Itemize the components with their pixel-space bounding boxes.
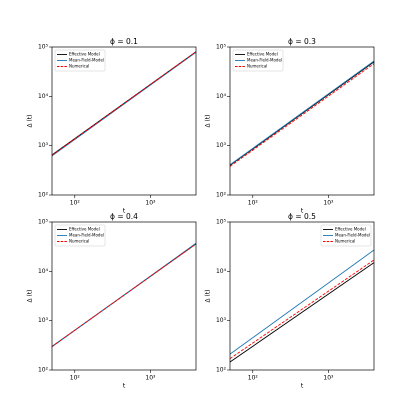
y-tick-label: 10⁵ <box>216 219 227 226</box>
y-axis-label: Δ (t) <box>205 114 212 127</box>
y-tick-label: 10⁴ <box>216 268 227 275</box>
y-tick-label: 10³ <box>216 317 227 324</box>
y-tick-label: 10⁵ <box>38 44 49 51</box>
legend-label: Mean-Field-Model <box>69 58 104 63</box>
line-series <box>229 60 375 166</box>
plot-area <box>52 47 196 195</box>
legend-label: Mean-Field-Model <box>69 233 104 238</box>
x-tick-label: 10² <box>70 375 81 382</box>
legend-label: Effective Model <box>69 227 100 232</box>
line-series <box>229 63 375 167</box>
x-tick-label: 10³ <box>145 375 156 382</box>
line-series <box>229 259 375 360</box>
y-tick-label: 10³ <box>38 142 49 149</box>
y-tick-label: 10³ <box>216 142 227 149</box>
y-tick-label: 10⁴ <box>38 268 49 275</box>
legend-label: Effective Model <box>247 52 278 57</box>
line-series <box>229 249 375 355</box>
legend-label: Effective Model <box>335 227 366 232</box>
legend-label: Numerical <box>335 239 355 244</box>
legend-box <box>54 49 106 72</box>
y-axis-label: Δ (t) <box>27 114 34 127</box>
legend-label: Mean-Field-Model <box>247 58 282 63</box>
y-tick-label: 10² <box>38 367 49 374</box>
y-tick-label: 10² <box>38 192 49 199</box>
y-axis-label: Δ (t) <box>27 289 34 302</box>
subplot: 10² 10³ 10² 10³ 10⁴ 10⁵ ϕ = 0.3 t Δ (t) Effective… <box>205 37 375 215</box>
axes-frame <box>51 221 197 371</box>
legend-box <box>232 49 284 72</box>
legend-label: Effective Model <box>69 52 100 57</box>
line-series <box>51 51 197 157</box>
subplot-title: ϕ = 0.3 <box>288 37 316 46</box>
x-axis-label: t <box>123 208 126 215</box>
x-tick-label: 10³ <box>323 375 334 382</box>
plot-area <box>52 222 196 370</box>
legend-label: Numerical <box>247 64 267 69</box>
x-tick-label: 10² <box>70 200 81 207</box>
subplot: 10² 10³ 10² 10³ 10⁴ 10⁵ ϕ = 0.1 t Δ (t) Effective… <box>27 37 197 215</box>
y-tick-label: 10² <box>216 367 227 374</box>
y-tick-label: 10⁴ <box>38 93 49 100</box>
axes-frame <box>51 46 197 196</box>
legend-box <box>320 224 372 247</box>
y-tick-label: 10² <box>216 192 227 199</box>
legend-box <box>54 224 106 247</box>
y-axis-label: Δ (t) <box>205 289 212 302</box>
subplot-title: ϕ = 0.5 <box>288 212 316 221</box>
line-series <box>51 243 197 347</box>
line-series <box>51 51 197 156</box>
subplot: 10² 10³ 10² 10³ 10⁴ 10⁵ ϕ = 0.5 t Δ (t) Effective… <box>205 212 375 390</box>
x-axis-label: t <box>301 383 304 390</box>
x-tick-label: 10² <box>248 200 259 207</box>
y-tick-label: 10⁵ <box>216 44 227 51</box>
legend-label: Mean-Field-Model <box>335 233 370 238</box>
axes-frame <box>229 46 375 196</box>
x-tick-label: 10² <box>248 375 259 382</box>
legend-label: Numerical <box>69 64 89 69</box>
x-axis-label: t <box>123 383 126 390</box>
y-tick-label: 10⁴ <box>216 93 227 100</box>
x-tick-label: 10³ <box>145 200 156 207</box>
subplot: 10² 10³ 10² 10³ 10⁴ 10⁵ ϕ = 0.4 t Δ (t) Effective… <box>27 212 197 390</box>
legend-label: Numerical <box>69 239 89 244</box>
y-tick-label: 10⁵ <box>38 219 49 226</box>
x-tick-label: 10³ <box>323 200 334 207</box>
subplot-title: ϕ = 0.1 <box>110 37 138 46</box>
line-series <box>229 262 375 363</box>
line-series <box>229 61 375 166</box>
plot-area <box>230 47 374 195</box>
subplot-title: ϕ = 0.4 <box>110 212 138 221</box>
x-axis-label: t <box>301 208 304 215</box>
axes-frame <box>229 221 375 371</box>
y-tick-label: 10³ <box>38 317 49 324</box>
